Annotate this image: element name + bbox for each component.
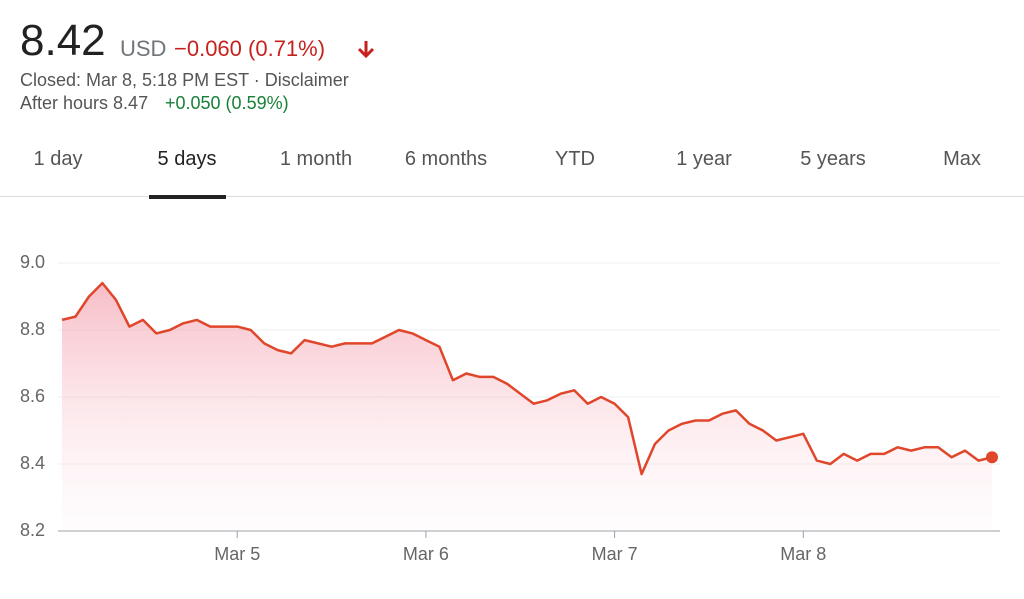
y-tick-label: 8.4 xyxy=(20,453,45,473)
y-tick-label: 8.8 xyxy=(20,319,45,339)
down-arrow xyxy=(357,41,375,59)
range-tab[interactable]: 1 day xyxy=(33,148,83,170)
selected-tab-indicator xyxy=(149,195,226,199)
range-tab[interactable]: 1 year xyxy=(676,148,732,170)
after-hours-change: +0.050 (0.59%) xyxy=(165,93,289,113)
price-change: −0.060 (0.71%) xyxy=(174,36,326,61)
x-tick-label: Mar 7 xyxy=(592,544,638,564)
closed-info[interactable]: Closed: Mar 8, 5:18 PM EST · Disclaimer xyxy=(20,70,349,90)
price-line xyxy=(61,281,993,476)
range-tab[interactable]: Max xyxy=(943,148,981,170)
range-tab[interactable]: 1 month xyxy=(279,148,353,170)
range-tab[interactable]: YTD xyxy=(555,148,595,170)
x-tick-label: Mar 5 xyxy=(214,544,260,564)
y-tick-label: 8.6 xyxy=(20,386,45,406)
range-tab[interactable]: 5 days xyxy=(157,148,217,170)
y-tick-label: 8.2 xyxy=(20,520,45,540)
x-tick-label: Mar 8 xyxy=(780,544,826,564)
y-tick-label: 9.0 xyxy=(20,252,45,272)
range-tab[interactable]: 5 years xyxy=(800,148,866,170)
last-point xyxy=(986,451,998,464)
x-tick-label: Mar 6 xyxy=(403,544,449,564)
after-hours: After hours 8.47 xyxy=(20,93,149,113)
range-tab[interactable]: 6 months xyxy=(404,148,488,170)
area-fill xyxy=(62,283,992,531)
divider xyxy=(0,196,1024,197)
price: 8.42 xyxy=(20,16,106,65)
currency: USD xyxy=(120,36,167,61)
